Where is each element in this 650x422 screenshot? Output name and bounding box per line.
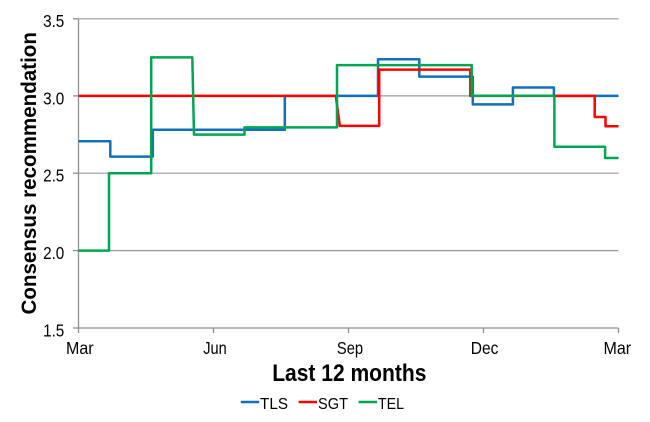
svg-text:Sep: Sep bbox=[337, 338, 363, 358]
svg-text:Jun: Jun bbox=[203, 338, 227, 358]
svg-text:2.5: 2.5 bbox=[43, 166, 64, 186]
svg-text:TLS: TLS bbox=[260, 396, 288, 413]
svg-text:Mar: Mar bbox=[604, 338, 632, 358]
svg-text:1.5: 1.5 bbox=[43, 320, 64, 340]
svg-text:Consensus recommendation: Consensus recommendation bbox=[18, 32, 41, 315]
svg-text:TEL: TEL bbox=[378, 396, 404, 413]
svg-text:3.5: 3.5 bbox=[43, 11, 64, 31]
svg-text:Dec: Dec bbox=[471, 338, 499, 358]
svg-text:SGT: SGT bbox=[318, 396, 348, 413]
svg-text:Last 12 months: Last 12 months bbox=[272, 360, 426, 387]
svg-text:Mar: Mar bbox=[66, 338, 94, 358]
svg-text:2.0: 2.0 bbox=[43, 243, 64, 263]
svg-text:3.0: 3.0 bbox=[43, 88, 64, 108]
